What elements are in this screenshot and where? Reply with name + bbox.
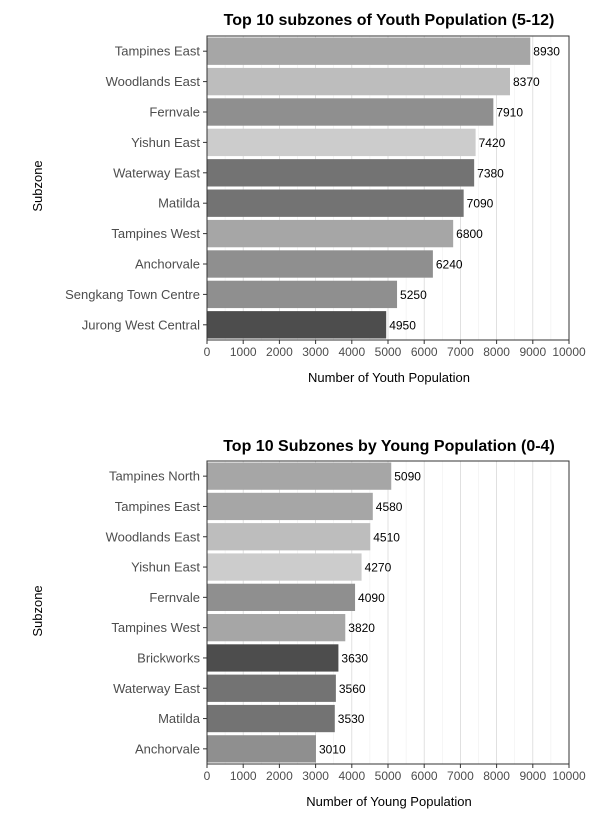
category-label: Woodlands East xyxy=(106,529,201,544)
x-tick-label: 7000 xyxy=(447,769,474,783)
x-tick-label: 1000 xyxy=(230,345,257,359)
bar xyxy=(207,189,464,217)
x-tick-label: 0 xyxy=(204,769,211,783)
x-tick-label: 4000 xyxy=(338,769,365,783)
bar xyxy=(207,280,398,309)
category-label: Sengkang Town Centre xyxy=(65,287,200,302)
chart-title: Top 10 Subzones by Young Population (0-4… xyxy=(223,438,555,455)
category-label: Fernvale xyxy=(149,590,200,605)
x-tick-label: 2000 xyxy=(266,345,293,359)
data-label: 4580 xyxy=(376,500,403,514)
data-label: 5090 xyxy=(394,470,421,484)
data-label: 6240 xyxy=(436,258,463,272)
chart-young-population: Top 10 Subzones by Young Population (0-4… xyxy=(30,438,586,809)
category-label: Tampines East xyxy=(115,44,201,59)
category-label: Tampines East xyxy=(115,499,201,514)
data-label: 4270 xyxy=(365,561,392,575)
data-label: 4090 xyxy=(358,591,385,605)
bar xyxy=(207,614,346,642)
data-label: 7380 xyxy=(477,166,504,180)
data-labels: 5090 4580 4510 4270 4090 3820 3630 3560 3530 3010 xyxy=(319,470,421,757)
bar xyxy=(207,553,362,581)
category-label: Jurong West Central xyxy=(82,317,200,332)
x-tick-label: 8000 xyxy=(483,769,510,783)
x-tick-label: 3000 xyxy=(302,345,329,359)
data-labels: 8930 8370 7910 7420 7380 7090 6800 6240 5250 4950 xyxy=(389,45,560,333)
data-label: 3560 xyxy=(339,682,366,696)
bar xyxy=(207,735,316,763)
category-labels: Tampines North Tampines East Woodlands Eas… xyxy=(106,469,207,756)
category-labels: Tampines East Woodlands East Fernvale Yishu… xyxy=(65,44,207,332)
bar xyxy=(207,492,373,521)
data-label: 3630 xyxy=(341,651,368,665)
bar xyxy=(207,644,339,672)
category-label: Anchorvale xyxy=(135,257,200,272)
x-tick-label: 8000 xyxy=(483,345,510,359)
data-label: 4510 xyxy=(373,530,400,544)
x-axis-label: Number of Young Population xyxy=(306,794,472,809)
x-tick-label: 9000 xyxy=(519,769,546,783)
category-label: Brickworks xyxy=(137,650,200,665)
bar xyxy=(207,462,392,490)
x-tick-label: 5000 xyxy=(375,345,402,359)
data-label: 8370 xyxy=(513,75,540,89)
category-label: Yishun East xyxy=(131,135,200,150)
bars xyxy=(207,462,392,763)
data-label: 8930 xyxy=(533,45,560,59)
x-tick-label: 7000 xyxy=(447,345,474,359)
bars xyxy=(207,37,531,339)
category-label: Tampines West xyxy=(111,620,200,635)
x-tick-label: 9000 xyxy=(519,345,546,359)
bar xyxy=(207,67,510,96)
data-label: 7420 xyxy=(479,136,506,150)
category-label: Yishun East xyxy=(131,560,200,575)
category-label: Tampines West xyxy=(111,226,200,241)
data-label: 3530 xyxy=(338,712,365,726)
bar xyxy=(207,159,475,187)
x-ticks: 0 1000 2000 3000 4000 5000 6000 7000 8000 9000 100… xyxy=(204,340,586,359)
bar xyxy=(207,37,531,65)
x-axis-label: Number of Youth Population xyxy=(308,370,470,385)
x-tick-label: 10000 xyxy=(552,769,586,783)
x-tick-label: 10000 xyxy=(552,345,586,359)
bar xyxy=(207,704,335,733)
data-label: 3820 xyxy=(348,621,375,635)
category-label: Anchorvale xyxy=(135,741,200,756)
x-tick-label: 0 xyxy=(204,345,211,359)
bar xyxy=(207,311,387,339)
category-label: Matilda xyxy=(158,196,201,211)
data-label: 6800 xyxy=(456,227,483,241)
x-tick-label: 5000 xyxy=(375,769,402,783)
data-label: 7910 xyxy=(496,106,523,120)
bar xyxy=(207,583,356,611)
data-label: 4950 xyxy=(389,318,416,332)
y-axis-label: Subzone xyxy=(30,160,45,211)
x-tick-label: 1000 xyxy=(230,769,257,783)
category-label: Woodlands East xyxy=(106,74,201,89)
chart-youth-population: Top 10 subzones of Youth Population (5-1… xyxy=(30,12,586,385)
x-tick-label: 6000 xyxy=(411,769,438,783)
category-label: Fernvale xyxy=(149,105,200,120)
data-label: 3010 xyxy=(319,742,346,756)
x-tick-label: 4000 xyxy=(338,345,365,359)
bar xyxy=(207,128,476,157)
bar xyxy=(207,523,371,551)
category-label: Tampines North xyxy=(109,469,200,484)
data-label: 5250 xyxy=(400,288,427,302)
x-tick-label: 6000 xyxy=(411,345,438,359)
x-ticks: 0 1000 2000 3000 4000 5000 6000 7000 8000 9000 100… xyxy=(204,764,586,783)
data-label: 7090 xyxy=(467,197,494,211)
bar xyxy=(207,219,454,248)
category-label: Waterway East xyxy=(113,165,200,180)
category-label: Waterway East xyxy=(113,681,200,696)
x-tick-label: 2000 xyxy=(266,769,293,783)
bar xyxy=(207,674,336,702)
bar xyxy=(207,98,494,126)
y-axis-label: Subzone xyxy=(30,585,45,636)
bar xyxy=(207,250,433,278)
chart-title: Top 10 subzones of Youth Population (5-1… xyxy=(224,12,555,29)
x-tick-label: 3000 xyxy=(302,769,329,783)
category-label: Matilda xyxy=(158,711,201,726)
